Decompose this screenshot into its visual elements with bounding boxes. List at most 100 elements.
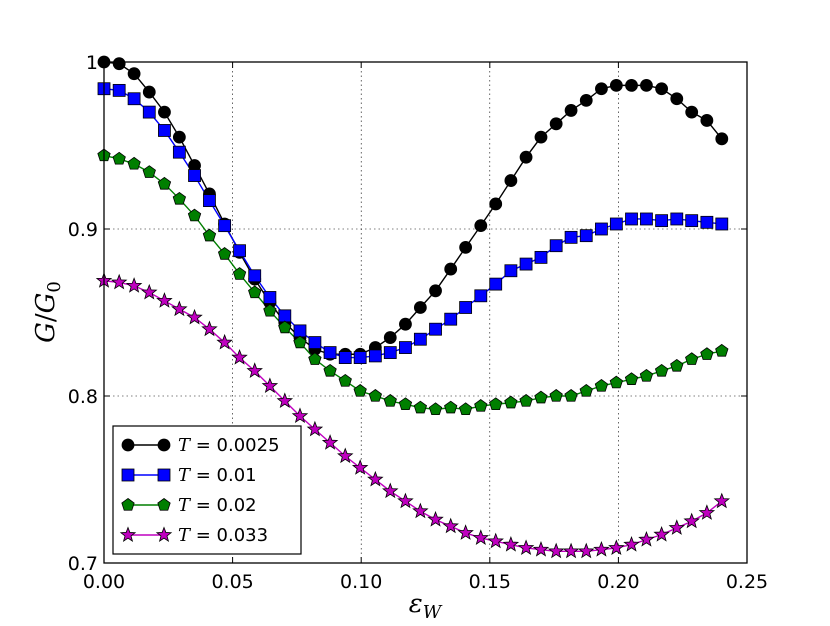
data-point-square <box>609 217 623 231</box>
data-point-star <box>638 530 655 547</box>
series-markers <box>95 55 731 559</box>
data-point-star <box>623 535 640 552</box>
data-point-square <box>263 291 277 304</box>
data-point-pentagon <box>700 347 714 360</box>
data-point-square <box>715 217 729 231</box>
data-point-circle <box>549 117 563 131</box>
data-point-pentagon <box>564 389 578 402</box>
data-point-circle <box>519 150 533 164</box>
legend-label: T = 0.01 <box>178 465 257 486</box>
data-point-star <box>562 542 580 559</box>
data-point-pentagon <box>609 375 623 389</box>
data-point-circle <box>158 105 171 119</box>
data-point-square <box>353 351 367 364</box>
data-point-circle <box>474 219 488 233</box>
data-point-star <box>125 277 143 293</box>
legend-item: T = 0.033 <box>119 525 268 546</box>
data-point-pentagon <box>474 399 488 412</box>
series-markers-3 <box>97 148 729 416</box>
data-point-pentagon <box>338 373 352 387</box>
data-point-square <box>278 309 292 323</box>
data-point-star <box>216 333 233 350</box>
data-point-square <box>413 332 427 346</box>
data-point-circle <box>640 78 653 92</box>
data-point-pentagon <box>278 320 292 334</box>
data-point-pentagon <box>579 383 593 397</box>
data-point-pentagon <box>594 378 609 392</box>
data-point-star <box>141 283 158 300</box>
data-point-pentagon <box>549 389 563 402</box>
data-point-star <box>397 492 414 509</box>
data-point-pentagon <box>202 228 217 242</box>
data-point-star <box>683 512 700 529</box>
data-point-pentagon <box>263 303 277 317</box>
data-point-pentagon <box>353 383 367 397</box>
data-point-star <box>442 517 459 534</box>
data-point-pentagon <box>308 352 322 365</box>
data-point-square <box>157 468 171 482</box>
data-point-square <box>700 215 714 229</box>
y-tick-label: 0.9 <box>68 219 98 241</box>
data-point-circle <box>655 82 669 96</box>
data-point-square <box>248 269 262 283</box>
data-point-star <box>472 529 490 545</box>
data-point-star <box>532 540 550 557</box>
data-point-square <box>670 212 684 226</box>
data-point-pentagon <box>444 400 458 414</box>
data-point-circle <box>121 438 135 452</box>
data-point-square <box>504 264 518 278</box>
data-point-circle <box>383 331 397 344</box>
data-point-circle <box>142 85 156 99</box>
legend-label: T = 0.0025 <box>178 435 280 456</box>
y-tick-label: 0.8 <box>68 386 98 408</box>
data-point-star <box>186 308 203 325</box>
data-point-star <box>201 320 218 337</box>
data-point-square <box>519 257 533 271</box>
data-point-circle <box>670 92 684 106</box>
data-point-star <box>578 542 595 559</box>
data-point-star <box>412 502 429 519</box>
data-point-circle <box>157 438 171 452</box>
data-point-pentagon <box>383 394 397 407</box>
data-point-square <box>112 83 126 97</box>
data-point-circle <box>127 67 141 81</box>
legend: T = 0.0025 T = 0.01 T = 0.02 T = 0.033 <box>112 425 302 555</box>
grid <box>104 62 747 563</box>
y-tick-label: 1 <box>86 52 98 74</box>
legend-item: T = 0.01 <box>121 465 257 486</box>
data-point-pentagon <box>323 363 337 377</box>
data-point-square <box>685 214 699 228</box>
data-point-star <box>367 470 384 487</box>
x-tick-labels: 0.00 0.05 0.10 0.15 0.20 0.25 <box>83 571 768 593</box>
data-point-circle <box>579 94 593 107</box>
data-point-circle <box>489 197 503 211</box>
tick-marks <box>103 61 748 564</box>
data-point-pentagon <box>654 363 669 377</box>
data-point-square <box>158 124 171 137</box>
data-point-square <box>534 250 548 264</box>
data-point-pentagon <box>248 285 262 299</box>
data-point-pentagon <box>127 156 141 170</box>
data-point-star <box>382 482 399 499</box>
data-point-square <box>233 244 246 258</box>
data-point-pentagon <box>504 395 518 409</box>
data-point-star <box>351 459 369 475</box>
data-point-star <box>156 292 173 308</box>
data-point-circle <box>625 78 638 92</box>
legend-label: T = 0.033 <box>178 525 268 546</box>
data-point-square <box>383 346 397 359</box>
data-point-pentagon <box>458 402 473 416</box>
data-point-star <box>155 526 173 542</box>
data-point-square <box>203 194 216 208</box>
data-point-square <box>293 324 307 338</box>
data-point-square <box>308 336 322 349</box>
data-point-star <box>110 273 128 290</box>
y-tick-label: 0.7 <box>68 553 98 575</box>
data-point-square <box>323 346 337 359</box>
data-point-square <box>640 212 653 226</box>
data-point-circle <box>399 317 412 331</box>
data-point-pentagon <box>413 400 428 414</box>
data-point-star <box>119 526 137 542</box>
y-tick-labels: 0.7 0.8 0.9 1 <box>68 52 98 575</box>
data-point-square <box>172 145 186 159</box>
